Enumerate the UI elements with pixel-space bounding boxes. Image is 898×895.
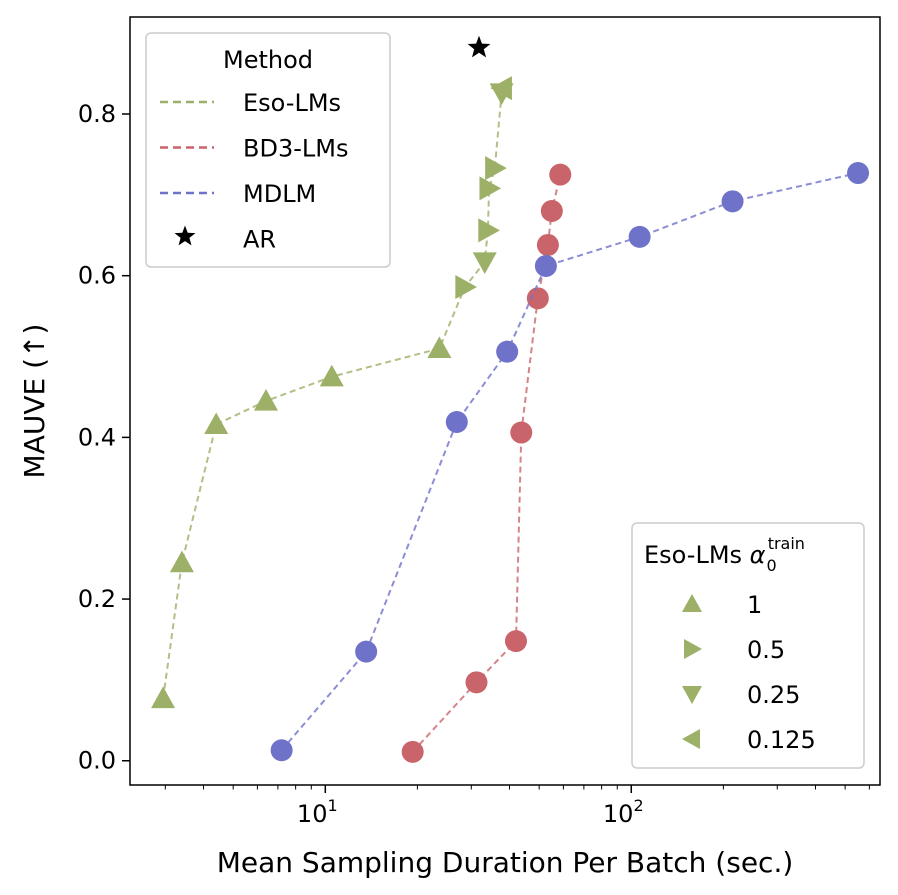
plot-frame [129, 16, 881, 786]
method-legend-title: Method [223, 46, 313, 74]
data-point-triangle [151, 686, 176, 709]
alpha-legend-label: 0.125 [747, 726, 816, 754]
series-bd3-lms [401, 163, 572, 763]
data-point-circle [504, 630, 527, 653]
data-point-circle [355, 640, 378, 663]
x-tick-label: 102 [603, 796, 644, 828]
series-ar [467, 35, 491, 58]
data-point-triangle [253, 389, 278, 411]
alpha-legend-title-symbol: α [750, 541, 766, 569]
data-point-circle [445, 411, 468, 434]
data-point-circle [534, 254, 557, 277]
data-point-star [467, 35, 491, 58]
data-point-circle [496, 340, 519, 363]
y-tick-label: 0.8 [78, 100, 116, 128]
data-point-circle [721, 190, 744, 213]
alpha-legend-title-superscript: train [768, 534, 805, 553]
alpha-legend-marker [684, 639, 702, 659]
data-point-triangle [472, 252, 497, 274]
data-point-triangle [169, 550, 194, 573]
legend-label-mdlm: MDLM [243, 180, 316, 208]
data-point-circle [465, 671, 488, 694]
data-point-triangle [485, 156, 507, 181]
x-tick-label-base: 10 [297, 800, 328, 828]
data-point-circle [270, 739, 293, 762]
alpha-legend-items: 1 0.5 0.25 0.125 [682, 591, 816, 754]
y-tick-label: 0.0 [78, 747, 116, 775]
x-tick-label: 101 [297, 796, 338, 828]
data-point-triangle [490, 76, 512, 101]
alpha-legend-marker [682, 729, 700, 749]
plot-marks [151, 35, 870, 763]
method-legend: Method Eso-LMs BD3-LMs MDLM AR [145, 32, 391, 268]
data-point-triangle [204, 412, 229, 435]
method-legend-box [145, 32, 391, 268]
alpha-legend-label: 0.5 [747, 636, 785, 664]
legend-label-ar: AR [243, 226, 276, 254]
alpha-legend-marker [682, 686, 702, 704]
x-tick-label-exponent: 1 [327, 796, 337, 815]
data-point-triangle [478, 218, 500, 243]
data-point-circle [628, 225, 651, 248]
y-tick-label: 0.4 [78, 423, 116, 451]
data-point-circle [510, 421, 533, 444]
data-point-triangle [479, 176, 502, 201]
series-line [280, 172, 859, 751]
x-tick-label-exponent: 2 [633, 796, 643, 815]
y-axis-label: MAUVE (↑) [18, 324, 51, 479]
method-legend-items: Eso-LMs BD3-LMs MDLM AR [160, 89, 348, 254]
alpha-legend-title-subscript: 0 [767, 556, 777, 575]
y-tick-label: 0.6 [78, 262, 116, 290]
y-tick-label: 0.2 [78, 585, 116, 613]
data-point-triangle [455, 275, 477, 300]
legend-label-eso-lms: Eso-LMs [243, 89, 341, 117]
x-tick-label-base: 10 [603, 800, 634, 828]
data-point-circle [549, 163, 572, 186]
legend-star-ar [174, 225, 196, 246]
x-axis-label: Mean Sampling Duration Per Batch (sec.) [217, 846, 794, 879]
data-point-triangle [427, 336, 452, 359]
data-point-circle [540, 200, 563, 223]
alpha-legend-title: Eso-LMs α0 train [644, 534, 805, 575]
alpha-legend-label: 1 [747, 591, 762, 619]
data-point-circle [526, 287, 549, 310]
alpha-legend-marker [682, 594, 702, 612]
series-mdlm [270, 162, 870, 762]
series-eso-lms [151, 76, 514, 709]
alpha-legend-box [631, 522, 865, 769]
data-point-circle [401, 740, 424, 763]
alpha-legend: Eso-LMs α0 train 1 0.5 0.25 0.125 [631, 522, 865, 769]
legend-label-bd3-lms: BD3-LMs [243, 135, 348, 163]
data-point-circle [536, 233, 559, 256]
data-point-circle [847, 162, 870, 185]
alpha-legend-title-main: Eso-LMs [644, 541, 750, 569]
alpha-legend-label: 0.25 [747, 681, 800, 709]
data-point-triangle [319, 364, 344, 387]
